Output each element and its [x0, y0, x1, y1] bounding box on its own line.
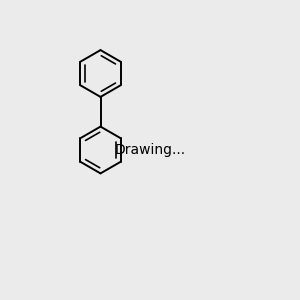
Text: Drawing...: Drawing...: [114, 143, 186, 157]
